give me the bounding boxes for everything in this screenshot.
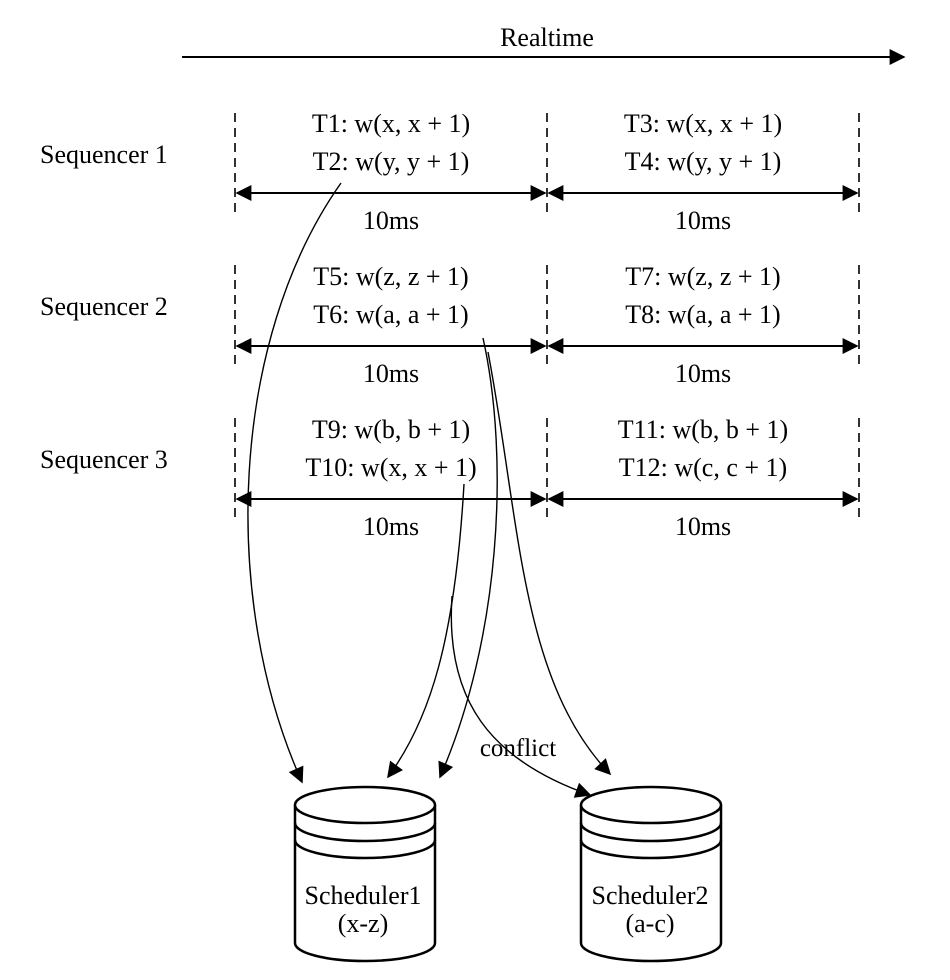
sequencer-3-label: Sequencer 3 bbox=[40, 445, 168, 474]
sequencer-2-label: Sequencer 2 bbox=[40, 292, 168, 321]
realtime-label: Realtime bbox=[500, 23, 594, 52]
database-cylinder-ring bbox=[293, 839, 437, 860]
scheduler-name: Scheduler2 bbox=[592, 881, 709, 910]
scheduler-name: Scheduler1 bbox=[305, 881, 422, 910]
scheduler-key-range: (a-c) bbox=[625, 909, 674, 938]
routing-flows: conflict bbox=[247, 182, 612, 798]
sequencer-2-row: Sequencer 2 T5: w(z, z + 1) T6: w(a, a +… bbox=[40, 262, 860, 388]
txn-label: T5: w(z, z + 1) bbox=[313, 262, 468, 291]
flow-arrow-t6-to-scheduler1 bbox=[438, 337, 498, 779]
scheduler-key-range: (x-z) bbox=[338, 909, 389, 938]
flow-arrow-t10-to-scheduler1 bbox=[387, 483, 465, 779]
sequencer-1-row: Sequencer 1 T1: w(x, x + 1) T2: w(y, y +… bbox=[40, 109, 860, 235]
flow-arrow-t10-to-scheduler2-conflict bbox=[450, 595, 592, 798]
txn-label: T8: w(a, a + 1) bbox=[625, 300, 780, 329]
database-cylinder-top bbox=[579, 785, 723, 825]
scheduler-2-database: Scheduler2 (a-c) bbox=[579, 785, 723, 963]
txn-label: T7: w(z, z + 1) bbox=[625, 262, 780, 291]
database-cylinder-ring bbox=[579, 839, 723, 860]
txn-label: T4: w(y, y + 1) bbox=[625, 147, 782, 176]
txn-label: T6: w(a, a + 1) bbox=[313, 300, 468, 329]
database-cylinder-ring bbox=[293, 822, 437, 843]
epoch-duration-label: 10ms bbox=[363, 359, 419, 388]
epoch-duration-label: 10ms bbox=[363, 206, 419, 235]
epoch-duration-label: 10ms bbox=[675, 359, 731, 388]
epoch-duration-label: 10ms bbox=[675, 206, 731, 235]
flow-arrow-t6-to-scheduler2 bbox=[487, 351, 612, 776]
database-cylinder-top bbox=[293, 785, 437, 825]
database-cylinder-body bbox=[293, 805, 437, 963]
realtime-axis: Realtime bbox=[182, 23, 906, 65]
database-cylinder-body bbox=[579, 805, 723, 963]
sequencer-3-row: Sequencer 3 T9: w(b, b + 1) T10: w(x, x … bbox=[40, 415, 860, 541]
txn-label: T9: w(b, b + 1) bbox=[312, 415, 470, 444]
epoch-duration-label: 10ms bbox=[363, 512, 419, 541]
txn-label: T10: w(x, x + 1) bbox=[305, 453, 476, 482]
scheduler-1-database: Scheduler1 (x-z) bbox=[293, 785, 437, 963]
txn-label: T11: w(b, b + 1) bbox=[618, 415, 788, 444]
txn-label: T3: w(x, x + 1) bbox=[624, 109, 782, 138]
database-cylinder-ring bbox=[579, 822, 723, 843]
txn-label: T2: w(y, y + 1) bbox=[313, 147, 470, 176]
flow-arrow-t2-to-scheduler1 bbox=[247, 182, 342, 784]
txn-label: T12: w(c, c + 1) bbox=[619, 453, 787, 482]
conflict-label: conflict bbox=[480, 735, 556, 762]
epoch-duration-label: 10ms bbox=[675, 512, 731, 541]
sequencer-1-label: Sequencer 1 bbox=[40, 140, 168, 169]
txn-label: T1: w(x, x + 1) bbox=[312, 109, 470, 138]
